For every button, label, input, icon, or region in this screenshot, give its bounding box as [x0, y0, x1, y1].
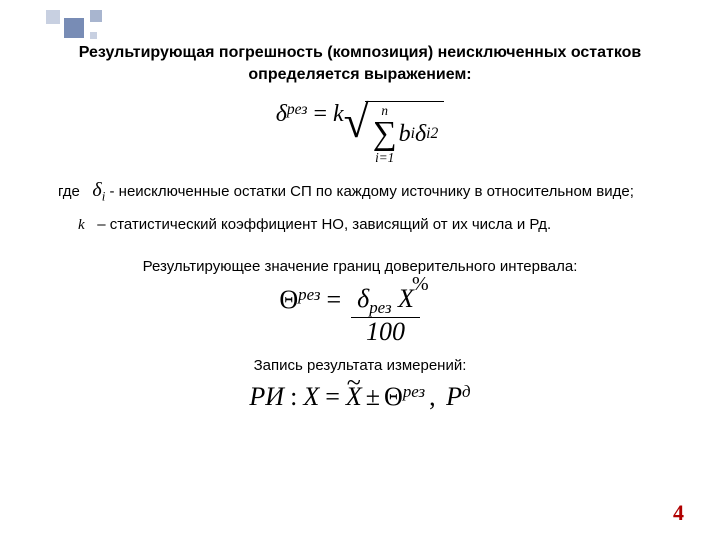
fraction-numerator: δрез X [351, 285, 420, 317]
sym-delta: δ [357, 284, 369, 313]
formula-theta-rez: Θрез = δрез X 100 % [24, 285, 696, 345]
sym-theta: Θ [384, 382, 403, 412]
sub-rez: рез [298, 285, 320, 345]
deco-square [46, 10, 60, 24]
eq-sign: = [325, 382, 340, 412]
plus-minus: ± [366, 382, 380, 412]
sym-k: k [333, 101, 344, 164]
heading-line-1: Результирующая погрешность (композиция) … [79, 44, 642, 61]
where-line: где δi - неисключенные остатки СП по каж… [58, 176, 656, 206]
eq-sign: = [326, 285, 341, 345]
content-area: Результирующая погрешность (композиция) … [0, 42, 720, 424]
sub-d: д [462, 382, 471, 412]
sub-i: i [102, 189, 106, 204]
comma: , [429, 382, 436, 412]
sym-X-tilde: X [346, 382, 362, 412]
sym-delta-i: δ [415, 121, 426, 148]
k-text: – статистический коэффициент НО, зависящ… [97, 216, 551, 233]
sub-rez: рез [403, 382, 425, 412]
summation: n ∑ i=1 [373, 104, 397, 164]
radical: √ n ∑ i=1 bi δi2 [344, 101, 445, 164]
slide: Результирующая погрешность (композиция) … [0, 0, 720, 540]
formula-result: РИ : X = X ± Θрез , Рд [24, 382, 696, 412]
sigma-icon: ∑ [373, 117, 397, 151]
page-number: 4 [673, 500, 684, 526]
sym-theta: Θ [279, 285, 298, 345]
heading-line-2: определяется выражением: [248, 66, 471, 83]
confidence-text: Результирующее значение границ доверител… [143, 258, 578, 275]
sym-RI: РИ [249, 382, 284, 412]
confidence-heading: Результирующее значение границ доверител… [24, 258, 696, 275]
radicand: n ∑ i=1 bi δi2 [365, 101, 445, 164]
k-line: k – статистический коэффициент НО, завис… [78, 214, 656, 236]
sub-rez: рез [369, 298, 391, 317]
where-label: где [58, 183, 80, 200]
colon: : [290, 382, 297, 412]
sum-lower: i=1 [375, 151, 394, 164]
formula-delta-rez: δрез = k √ n ∑ i=1 bi δi2 [24, 101, 696, 164]
sub-rez: рез [287, 101, 308, 164]
sup-2: 2 [431, 125, 439, 143]
where-text: - неисключенные остатки СП по каждому ис… [110, 183, 634, 200]
sym-delta-i: δ [92, 179, 101, 201]
percent-sign: % [412, 273, 429, 333]
sym-P: Р [446, 382, 462, 412]
deco-square [90, 32, 97, 39]
heading: Результирующая погрешность (композиция) … [24, 42, 696, 85]
fraction: δрез X 100 [351, 285, 420, 345]
deco-square [90, 10, 102, 22]
fraction-denominator: 100 [360, 318, 411, 345]
sym-X: X [303, 382, 319, 412]
sym-delta: δ [276, 101, 287, 164]
deco-square [64, 18, 84, 38]
sym-k: k [78, 217, 85, 233]
sym-b: b [399, 121, 411, 148]
eq-sign: = [313, 101, 327, 164]
